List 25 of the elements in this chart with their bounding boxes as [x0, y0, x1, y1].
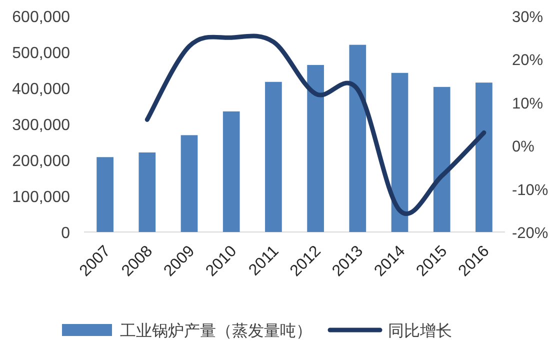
bar	[265, 82, 282, 232]
y2-tick-label: 0%	[512, 138, 535, 156]
legend-label: 工业锅炉产量（蒸发量吨）	[120, 322, 312, 340]
bar	[307, 64, 324, 232]
y-tick-label: 100,000	[12, 189, 70, 206]
y-tick-label: 0	[61, 225, 70, 242]
y2-tick-label: 10%	[512, 95, 544, 112]
bar	[138, 152, 156, 232]
bar	[476, 82, 492, 232]
y2-tick-label: -10%	[512, 182, 548, 199]
bar	[180, 135, 198, 232]
bar	[391, 72, 408, 232]
y-tick-label: 600,000	[12, 9, 70, 26]
y2-tick-label: 30%	[512, 9, 544, 26]
bar	[349, 44, 366, 232]
y-tick-label: 200,000	[12, 153, 70, 170]
y-tick-label: 300,000	[12, 117, 70, 134]
bar	[96, 157, 114, 232]
y-tick-label: 500,000	[12, 45, 70, 62]
legend-label: 同比增长	[388, 322, 452, 340]
y2-tick-label: -20%	[512, 225, 548, 242]
y-tick-label: 400,000	[12, 81, 70, 98]
bar	[433, 86, 450, 232]
y2-tick-label: 20%	[512, 52, 544, 70]
bar	[222, 111, 240, 232]
